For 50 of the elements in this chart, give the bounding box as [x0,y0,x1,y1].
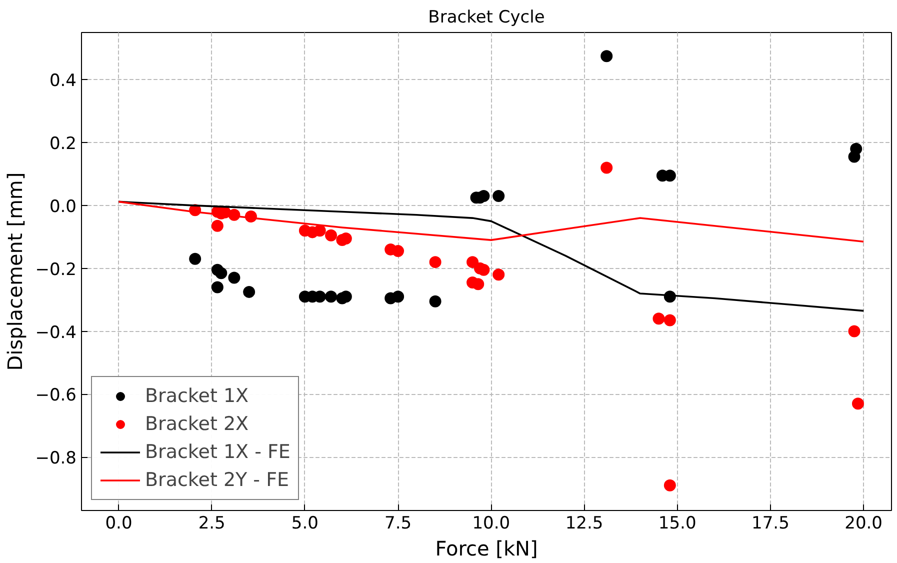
point [189,252,202,265]
y-tick-label: −0.6 [35,386,76,406]
point [392,245,404,258]
point [664,314,676,326]
x-axis-title: Force [kN] [435,536,538,560]
legend-label: Bracket 2Y - FE [145,469,290,491]
point [215,267,228,280]
point [848,325,860,338]
point [652,312,665,325]
x-tick-label: 15.0 [658,514,696,534]
x-tick-label: 0.0 [105,514,132,534]
x-tick-label: 10.0 [472,514,510,534]
y-tick-label: 0.4 [49,71,77,92]
point [478,190,490,202]
point [429,256,442,268]
x-tick-label: 7.5 [384,514,412,534]
y-tick-label: −0.2 [35,260,76,280]
x-tick-label: 5.0 [291,514,318,534]
y-tick-label: −0.4 [35,322,76,343]
point [314,224,326,237]
point [325,290,338,303]
y-axis-title: Displacement [mm] [3,172,28,371]
legend-label: Bracket 1X [145,385,249,407]
x-tick-label: 17.5 [752,514,790,534]
chart-title: Bracket Cycle [428,8,545,28]
point [466,256,479,268]
legend-label: Bracket 2X [145,413,249,435]
legend-label: Bracket 1X - FE [145,441,290,463]
point [492,190,505,202]
point [664,479,676,492]
x-tick-label: 20.0 [844,514,883,534]
point [492,268,505,281]
point [852,398,864,410]
point [211,281,224,294]
x-tick-label: 12.5 [565,514,604,534]
point [472,278,484,290]
point [600,162,613,174]
point [211,220,224,232]
y-tick-label: 0.0 [49,196,77,217]
point [228,272,240,284]
point [850,142,862,155]
y-tick-label: −0.8 [35,448,76,469]
point [392,290,404,303]
x-tick-label: 2.5 [198,514,226,534]
point [325,229,338,242]
line-series [118,200,864,243]
y-tick-label: 0.2 [49,134,77,154]
point [429,295,442,308]
point [600,50,613,62]
point [243,286,256,298]
